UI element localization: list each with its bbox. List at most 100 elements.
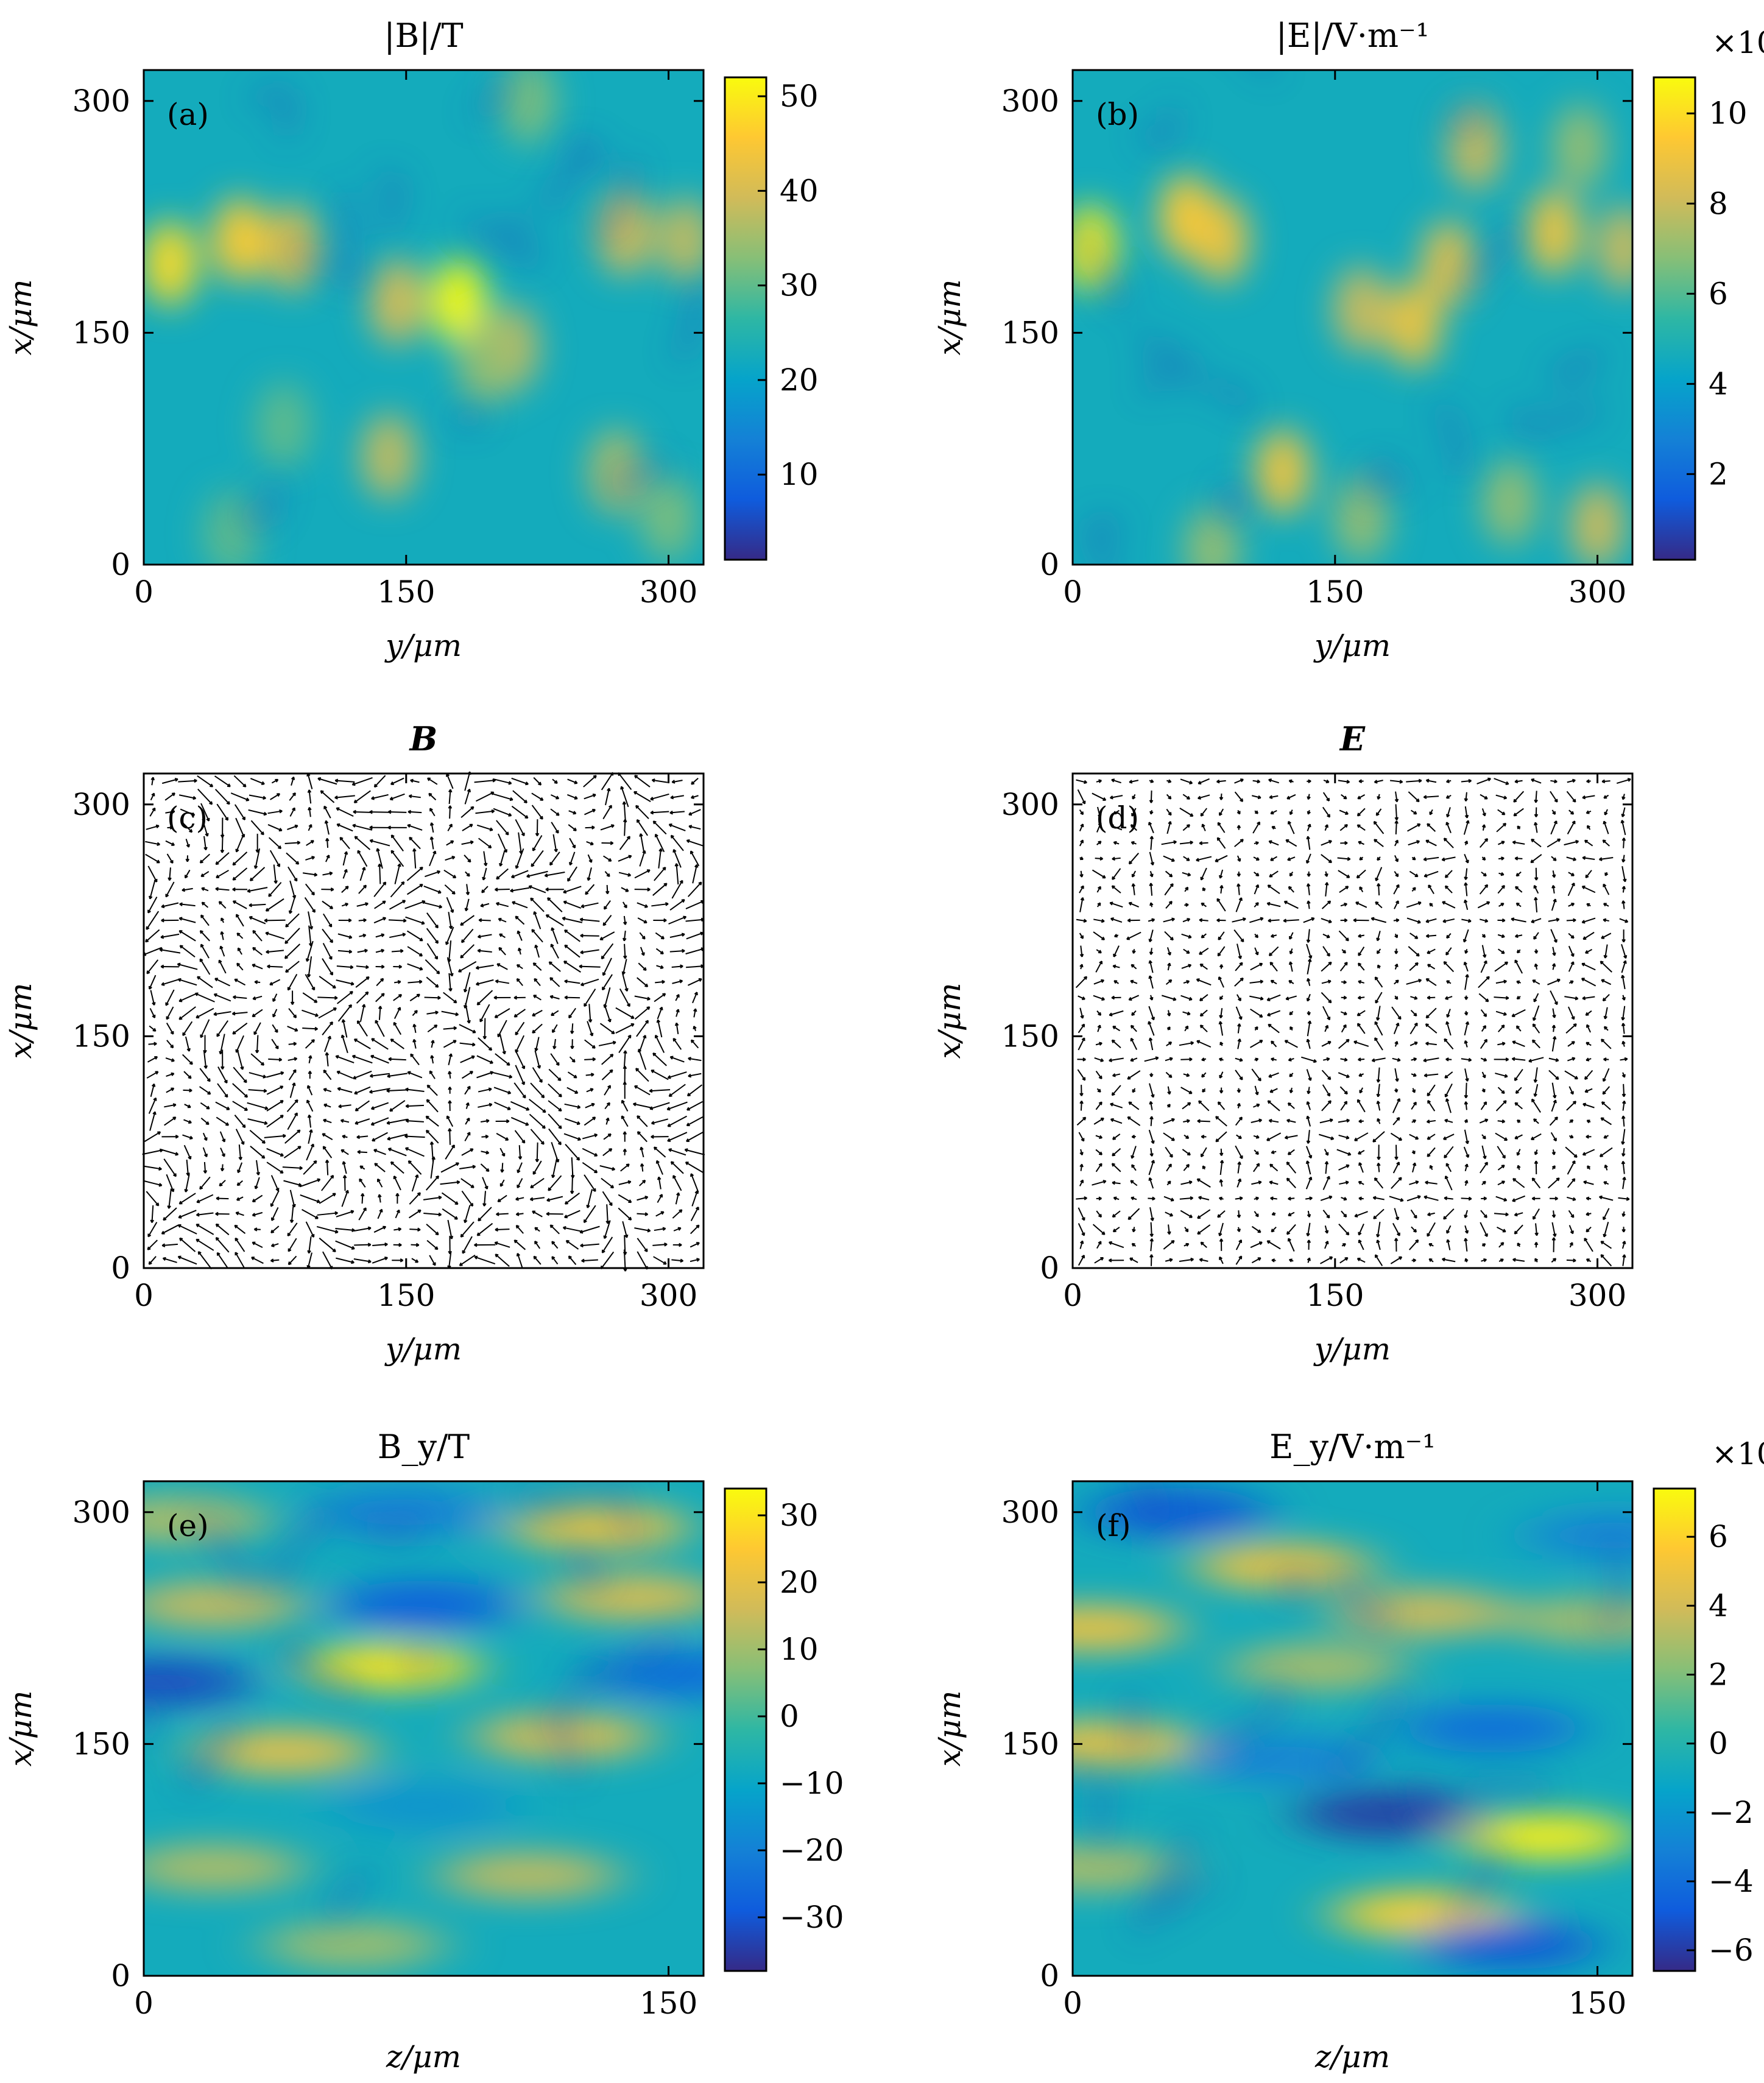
panel-f: 0 1500150300z/μmx/μmE_y/V·m⁻¹(f)−6−4−2024… — [932, 1428, 1764, 2074]
vector-arrow — [1568, 1135, 1574, 1139]
vector-arrow — [179, 1237, 196, 1252]
vector-arrow — [1219, 1256, 1224, 1264]
vector-arrow — [1182, 918, 1191, 923]
vector-arrow — [634, 995, 651, 1001]
vector-arrow — [266, 1161, 284, 1174]
hotspot — [457, 321, 513, 407]
vector-arrow — [633, 1102, 652, 1108]
vector-arrow — [1237, 855, 1241, 862]
vector-arrow — [356, 965, 369, 970]
vector-arrow — [516, 964, 523, 970]
vector-arrow — [618, 1194, 632, 1204]
vector-arrow — [1182, 872, 1191, 877]
vector-arrow — [199, 853, 210, 864]
vector-arrow — [317, 777, 337, 785]
vector-arrow — [533, 1255, 542, 1265]
vector-arrow — [599, 1165, 616, 1171]
vector-arrow — [1218, 1021, 1224, 1036]
vector-arrow — [1480, 918, 1489, 923]
vector-arrow — [1132, 794, 1136, 800]
vector-arrow — [177, 1255, 197, 1265]
vector-arrow — [1567, 883, 1575, 897]
vector-arrow — [322, 1133, 333, 1140]
hotspot — [1333, 267, 1389, 353]
vector-arrow — [423, 1196, 442, 1200]
vector-arrow — [1148, 1037, 1154, 1051]
vector-arrow — [1534, 897, 1538, 913]
vector-arrow — [1254, 1026, 1258, 1031]
vector-arrow — [308, 911, 314, 930]
vector-arrow — [183, 1071, 192, 1079]
vector-arrow — [1497, 1024, 1505, 1032]
vector-arrow — [372, 1256, 388, 1264]
vector-arrow — [1564, 996, 1579, 1001]
vector-arrow — [219, 1180, 226, 1187]
vector-arrow — [1515, 1087, 1522, 1094]
vector-arrow — [201, 901, 209, 908]
vector-arrow — [1149, 995, 1154, 1001]
vector-arrow — [1237, 809, 1241, 815]
vector-arrow — [374, 1163, 386, 1172]
vector-arrow — [532, 835, 543, 851]
vector-arrow — [369, 809, 390, 814]
vector-arrow — [1306, 836, 1311, 850]
vector-arrow — [1548, 1070, 1559, 1080]
y-tick-label: 150 — [1001, 1018, 1059, 1054]
y-tick-label: 300 — [1001, 787, 1059, 822]
vector-arrow — [634, 869, 651, 879]
vector-arrow — [372, 1242, 388, 1247]
vector-arrow — [146, 911, 160, 930]
colorbar-gradient — [724, 76, 767, 561]
vector-arrow — [534, 1241, 541, 1249]
hotspot — [1296, 1789, 1479, 1838]
vector-arrow — [1095, 1042, 1102, 1046]
colorbar-tick-label: 10 — [1709, 96, 1748, 131]
vector-arrow — [1288, 961, 1293, 972]
vector-arrow — [1254, 841, 1259, 845]
vector-arrow — [1096, 1241, 1102, 1249]
vector-arrow — [686, 1131, 704, 1142]
vector-arrow — [1411, 1226, 1417, 1233]
vector-arrow — [147, 897, 158, 914]
vector-arrow — [1464, 1238, 1468, 1252]
vector-arrow — [475, 809, 495, 814]
hotspot — [144, 1657, 253, 1707]
vector-arrow — [1110, 1118, 1123, 1124]
vector-arrow — [1165, 1071, 1173, 1079]
hotspot — [1569, 483, 1626, 565]
vector-arrow — [405, 916, 425, 925]
vector-arrow — [408, 794, 421, 798]
vector-arrow — [1425, 1180, 1438, 1185]
vector-arrow — [568, 1007, 576, 1019]
vector-arrow — [496, 1212, 509, 1216]
vector-arrow — [1217, 1101, 1226, 1110]
vector-arrow — [393, 1021, 402, 1035]
vector-arrow — [1479, 838, 1489, 848]
vector-arrow — [1166, 1180, 1171, 1186]
vector-arrow — [1165, 1211, 1174, 1217]
vector-arrow — [322, 1251, 333, 1270]
vector-arrow — [580, 902, 599, 909]
vector-arrow — [1218, 1222, 1224, 1236]
vector-arrow — [1109, 1057, 1124, 1062]
vector-arrow — [411, 1242, 420, 1247]
vector-arrow — [143, 1180, 163, 1187]
vector-arrow — [1446, 1009, 1451, 1018]
vector-arrow — [1566, 856, 1576, 861]
x-tick-label: 0 — [1063, 1986, 1082, 2021]
vector-arrow — [203, 1050, 208, 1069]
vector-arrow — [476, 990, 493, 1006]
vector-arrow — [1199, 918, 1208, 923]
vector-arrow — [203, 1035, 207, 1054]
vector-arrow — [1533, 885, 1539, 894]
vector-arrow — [249, 867, 266, 881]
vector-arrow — [1531, 839, 1542, 848]
vector-arrow — [252, 1211, 263, 1217]
vector-arrow — [583, 775, 597, 788]
vector-arrow — [305, 1221, 315, 1238]
vector-arrow — [1532, 979, 1540, 985]
vector-arrow — [183, 1144, 192, 1160]
vector-arrow — [493, 1087, 512, 1094]
vector-arrow — [377, 1208, 383, 1219]
vector-arrow — [1568, 980, 1574, 984]
